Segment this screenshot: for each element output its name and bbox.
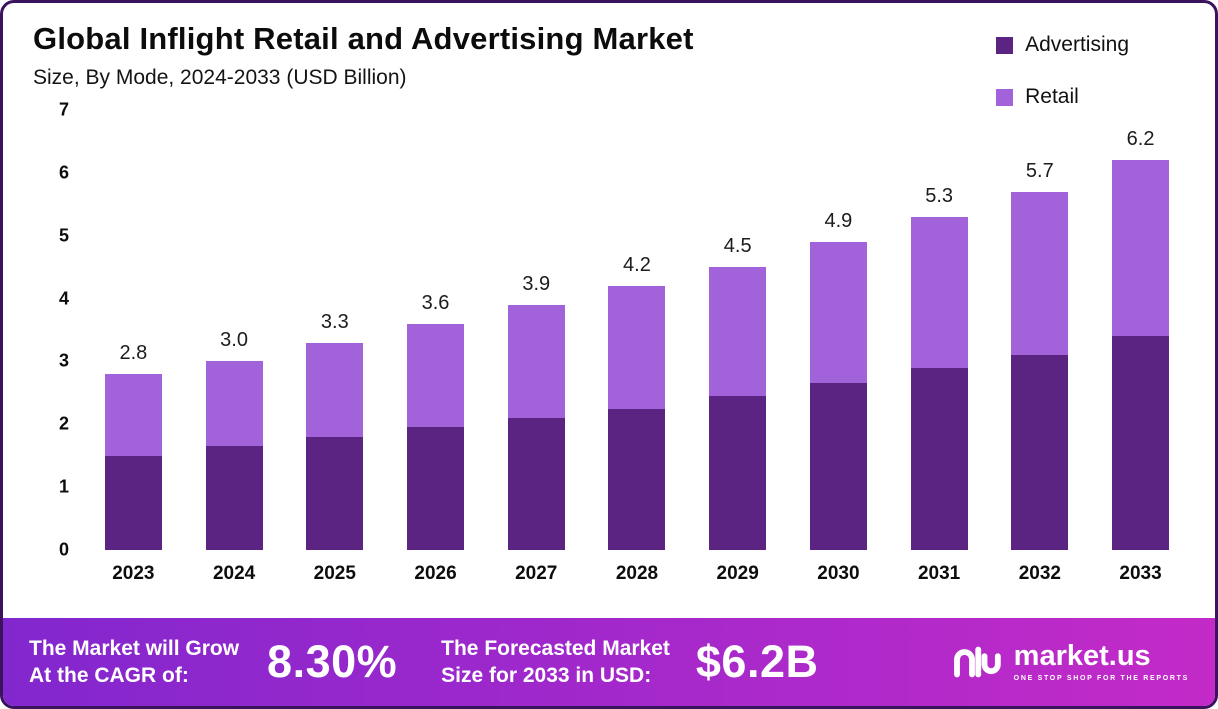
bar-group: 4.9 (809, 110, 867, 550)
legend-swatch-retail (996, 88, 1014, 106)
bar-group: 2.8 (104, 110, 162, 550)
bar-total-label: 6.2 (1126, 128, 1155, 151)
bar-segment-advertising (910, 367, 968, 550)
plot-area: 2.8 3.0 3.3 3.6 3.9 4.2 4.5 4.9 5.3 5.7 6.2 (83, 110, 1191, 550)
bar-total-label: 5.3 (925, 184, 954, 207)
chart-legend: Advertising Retail (996, 33, 1129, 109)
y-tick-label: 4 (58, 288, 69, 309)
x-tick-label: 2032 (1018, 563, 1061, 584)
bar-group: 3.9 (507, 110, 565, 550)
x-tick-label: 2031 (917, 563, 961, 584)
bar-group: 5.3 (910, 110, 968, 550)
brand-text: market.us ONE STOP SHOP FOR THE REPORTS (1013, 640, 1189, 683)
bar-segment-retail (1112, 160, 1170, 337)
bar-group: 4.2 (608, 110, 666, 550)
brand-name: market.us (1013, 640, 1151, 672)
chart-area: 0 1 2 3 4 5 6 7 2.8 3.0 3.3 3.6 3.9 4.2 4.5 4.9 5.3 5.7 6… (3, 92, 1215, 618)
chart-title: Global Inflight Retail and Advertising M… (33, 21, 694, 56)
bar-total-label: 2.8 (119, 342, 148, 365)
x-tick-label: 2033 (1119, 563, 1162, 584)
bar-segment-advertising (709, 396, 767, 550)
bar-group: 6.2 (1112, 110, 1170, 550)
bar-group: 4.5 (709, 110, 767, 550)
x-tick-label: 2030 (817, 563, 860, 584)
chart-header: Global Inflight Retail and Advertising M… (3, 3, 1215, 108)
bar-segment-retail (809, 242, 867, 384)
chart-subtitle: Size, By Mode, 2024-2033 (USD Billion) (33, 66, 407, 89)
cagr-value: 8.30% (267, 636, 398, 687)
x-tick-label: 2026 (414, 563, 457, 584)
bar-segment-retail (306, 342, 364, 437)
bar-group: 5.7 (1011, 110, 1069, 550)
legend-swatch-advertising (996, 36, 1014, 54)
bar-total-label: 4.9 (824, 210, 853, 233)
bar-total-label: 3.9 (522, 272, 551, 295)
legend-label-advertising: Advertising (1025, 33, 1129, 56)
x-tick-label: 2023 (112, 563, 155, 584)
legend-item-retail: Retail (996, 85, 1129, 109)
y-tick-label: 2 (58, 413, 69, 434)
bar-segment-retail (709, 267, 767, 396)
cagr-label: The Market will Grow At the CAGR of: (29, 636, 240, 687)
forecast-value: $6.2B (695, 636, 819, 687)
x-tick-label: 2025 (313, 563, 356, 584)
x-tick-label: 2028 (615, 563, 659, 584)
y-tick-label: 6 (58, 162, 69, 183)
y-tick-label: 5 (58, 225, 69, 246)
market-us-logo-icon (953, 646, 1001, 678)
bar-total-label: 5.7 (1025, 159, 1054, 182)
bar-segment-retail (104, 374, 162, 456)
bar-segment-advertising (306, 436, 364, 550)
bar-segment-retail (407, 323, 465, 428)
bar-group: 3.6 (407, 110, 465, 550)
bar-segment-retail (910, 216, 968, 368)
y-tick-label: 7 (58, 99, 69, 120)
x-axis-labels: 2023 2024 2025 2026 2027 2028 2029 2030 2031 2032… (83, 550, 1191, 598)
x-tick-label: 2024 (212, 563, 256, 584)
y-tick-label: 3 (58, 350, 69, 371)
y-tick-label: 1 (58, 476, 69, 497)
bar-segment-retail (608, 286, 666, 409)
bar-segment-retail (205, 361, 263, 447)
legend-item-advertising: Advertising (996, 33, 1129, 57)
bar-segment-advertising (104, 455, 162, 550)
bar-segment-advertising (205, 446, 263, 550)
bar-total-label: 4.2 (623, 254, 651, 277)
bar-segment-advertising (507, 418, 565, 550)
bar-total-label: 3.0 (220, 329, 248, 352)
bar-total-label: 3.3 (320, 310, 349, 333)
x-tick-label: 2027 (515, 563, 558, 584)
plot-wrap: 2.8 3.0 3.3 3.6 3.9 4.2 4.5 4.9 5.3 5.7 6.2 2023 20… (83, 110, 1191, 598)
bar-group: 3.3 (306, 110, 364, 550)
y-tick-label: 0 (58, 539, 69, 560)
brand-logo: market.us ONE STOP SHOP FOR THE REPORTS (952, 642, 1189, 682)
bar-segment-retail (507, 304, 565, 418)
bar-segment-advertising (407, 427, 465, 550)
brand-tagline: ONE STOP SHOP FOR THE REPORTS (1013, 675, 1189, 682)
bar-segment-advertising (1112, 336, 1170, 550)
bar-total-label: 4.5 (723, 235, 752, 258)
y-axis: 0 1 2 3 4 5 6 7 (35, 100, 83, 560)
bar-segment-advertising (1011, 355, 1069, 550)
legend-label-retail: Retail (1025, 85, 1079, 108)
bar-segment-retail (1011, 191, 1069, 356)
bar-segment-advertising (809, 383, 867, 550)
bar-segment-advertising (608, 408, 666, 550)
forecast-label: The Forecasted Market Size for 2033 in U… (441, 636, 670, 687)
x-tick-label: 2029 (716, 563, 759, 584)
bar-group: 3.0 (205, 110, 263, 550)
bar-total-label: 3.6 (421, 291, 450, 314)
bottom-banner: The Market will Grow At the CAGR of: 8.3… (3, 618, 1215, 706)
